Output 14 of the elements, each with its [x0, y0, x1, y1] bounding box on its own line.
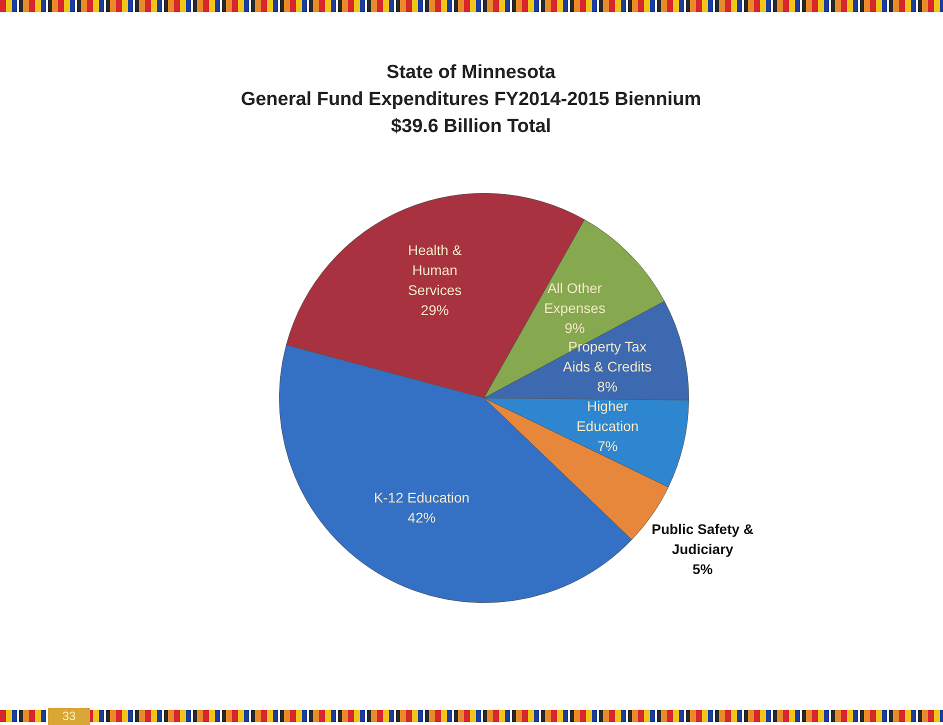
data-label: 7%	[597, 438, 618, 454]
slice-label: Health & Human Services	[408, 242, 462, 298]
chart-title: State of Minnesota General Fund Expenditures FY2014-2015 Biennium $39.6 Billion Total	[240, 62, 702, 138]
data-label: 29%	[420, 302, 449, 318]
data-label: 42%	[408, 509, 436, 526]
slice-label: All Other Expenses	[544, 280, 606, 316]
text: 33	[48, 708, 90, 725]
data-label: 9%	[564, 320, 585, 336]
slice-label: Property Tax Aids & Credits	[562, 338, 652, 375]
slice-label: K-12 Education	[374, 489, 470, 506]
slice-label: Public Safety & Judiciary	[652, 520, 754, 557]
data-label: 5%	[692, 560, 714, 577]
slice-label: Higher Education	[576, 398, 639, 434]
data-label: 8%	[597, 378, 618, 395]
